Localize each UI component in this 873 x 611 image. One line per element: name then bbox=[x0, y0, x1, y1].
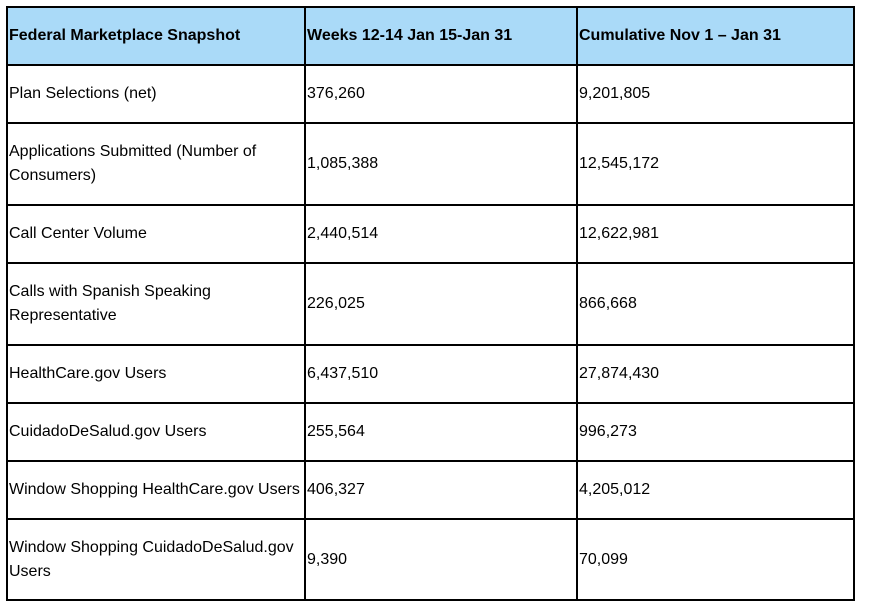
weeks-value-cell: 226,025 bbox=[304, 262, 578, 346]
cumulative-value-cell: 12,545,172 bbox=[576, 122, 855, 206]
weeks-value-cell: 2,440,514 bbox=[304, 204, 578, 264]
row-label-cell: Plan Selections (net) bbox=[6, 64, 306, 124]
table-row: Applications Submitted (Number of Consum… bbox=[6, 122, 855, 206]
cumulative-value-cell: 12,622,981 bbox=[576, 204, 855, 264]
federal-marketplace-snapshot-table: Federal Marketplace Snapshot Weeks 12-14… bbox=[6, 6, 855, 601]
row-label-cell: Call Center Volume bbox=[6, 204, 306, 264]
table-row: CuidadoDeSalud.gov Users 255,564 996,273 bbox=[6, 402, 855, 462]
weeks-value-cell: 9,390 bbox=[304, 518, 578, 601]
weeks-value-cell: 255,564 bbox=[304, 402, 578, 462]
table-row: Plan Selections (net) 376,260 9,201,805 bbox=[6, 64, 855, 124]
weeks-value-cell: 1,085,388 bbox=[304, 122, 578, 206]
cumulative-value-cell: 9,201,805 bbox=[576, 64, 855, 124]
table-row: Call Center Volume 2,440,514 12,622,981 bbox=[6, 204, 855, 264]
cumulative-value-cell: 27,874,430 bbox=[576, 344, 855, 404]
row-label-cell: Window Shopping HealthCare.gov Users bbox=[6, 460, 306, 520]
row-label-cell: Applications Submitted (Number of Consum… bbox=[6, 122, 306, 206]
table-header-row: Federal Marketplace Snapshot Weeks 12-14… bbox=[6, 6, 855, 66]
row-label-cell: HealthCare.gov Users bbox=[6, 344, 306, 404]
cumulative-value-cell: 866,668 bbox=[576, 262, 855, 346]
header-cell-cumulative: Cumulative Nov 1 – Jan 31 bbox=[576, 6, 855, 66]
weeks-value-cell: 376,260 bbox=[304, 64, 578, 124]
cumulative-value-cell: 4,205,012 bbox=[576, 460, 855, 520]
table-row: Window Shopping CuidadoDeSalud.gov Users… bbox=[6, 518, 855, 601]
row-label-cell: CuidadoDeSalud.gov Users bbox=[6, 402, 306, 462]
table-row: HealthCare.gov Users 6,437,510 27,874,43… bbox=[6, 344, 855, 404]
header-cell-title: Federal Marketplace Snapshot bbox=[6, 6, 306, 66]
weeks-value-cell: 6,437,510 bbox=[304, 344, 578, 404]
table-row: Calls with Spanish Speaking Representati… bbox=[6, 262, 855, 346]
weeks-value-cell: 406,327 bbox=[304, 460, 578, 520]
row-label-cell: Calls with Spanish Speaking Representati… bbox=[6, 262, 306, 346]
table-row: Window Shopping HealthCare.gov Users 406… bbox=[6, 460, 855, 520]
cumulative-value-cell: 70,099 bbox=[576, 518, 855, 601]
header-cell-weeks: Weeks 12-14 Jan 15-Jan 31 bbox=[304, 6, 578, 66]
cumulative-value-cell: 996,273 bbox=[576, 402, 855, 462]
row-label-cell: Window Shopping CuidadoDeSalud.gov Users bbox=[6, 518, 306, 601]
